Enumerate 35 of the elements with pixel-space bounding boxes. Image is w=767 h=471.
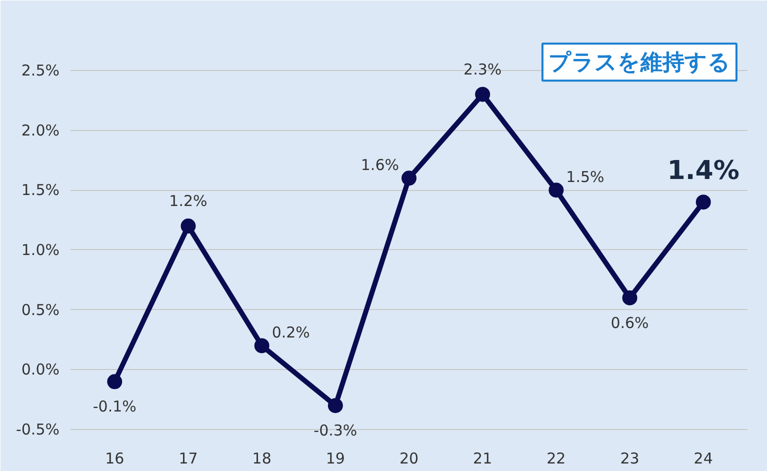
data-label: 1.2% (169, 192, 208, 210)
y-tick-label: 1.5% (21, 181, 60, 200)
point (696, 194, 711, 210)
x-tick-label: 22 (546, 450, 566, 468)
data-label: -0.1% (92, 398, 136, 416)
point (107, 374, 122, 390)
annotation: プラスを維持する (548, 50, 730, 75)
data-label: -0.3% (314, 422, 358, 440)
data-label: 0.2% (272, 324, 310, 342)
x-tick-label: 20 (399, 450, 419, 468)
y-tick-label: 0.5% (21, 300, 60, 319)
data-label: 2.3% (464, 60, 502, 78)
point (475, 86, 490, 102)
x-tick-label: 16 (105, 450, 124, 468)
point (254, 338, 270, 354)
x-tick-label: 17 (178, 450, 198, 468)
y-tick-label: -0.5% (16, 420, 60, 439)
y-tick-label: 0.0% (21, 360, 60, 379)
data-label: 0.6% (610, 314, 649, 332)
y-tick-label: 2.0% (21, 121, 60, 140)
x-tick-label: 18 (252, 450, 272, 468)
y-tick-label: 2.5% (21, 61, 60, 80)
x-tick-label: 24 (694, 450, 713, 468)
point (328, 398, 343, 414)
x-tick-label: 19 (326, 450, 345, 468)
point (402, 170, 416, 186)
x-tick-label: 21 (473, 450, 492, 468)
x-tick-label: 23 (620, 450, 640, 468)
data-label: 1.4% (667, 156, 740, 186)
data-label: 1.6% (360, 156, 399, 174)
point (180, 218, 196, 234)
point (622, 290, 638, 306)
data-label: 1.5% (566, 168, 604, 186)
y-tick-label: 1.0% (21, 240, 60, 259)
point (548, 182, 564, 198)
